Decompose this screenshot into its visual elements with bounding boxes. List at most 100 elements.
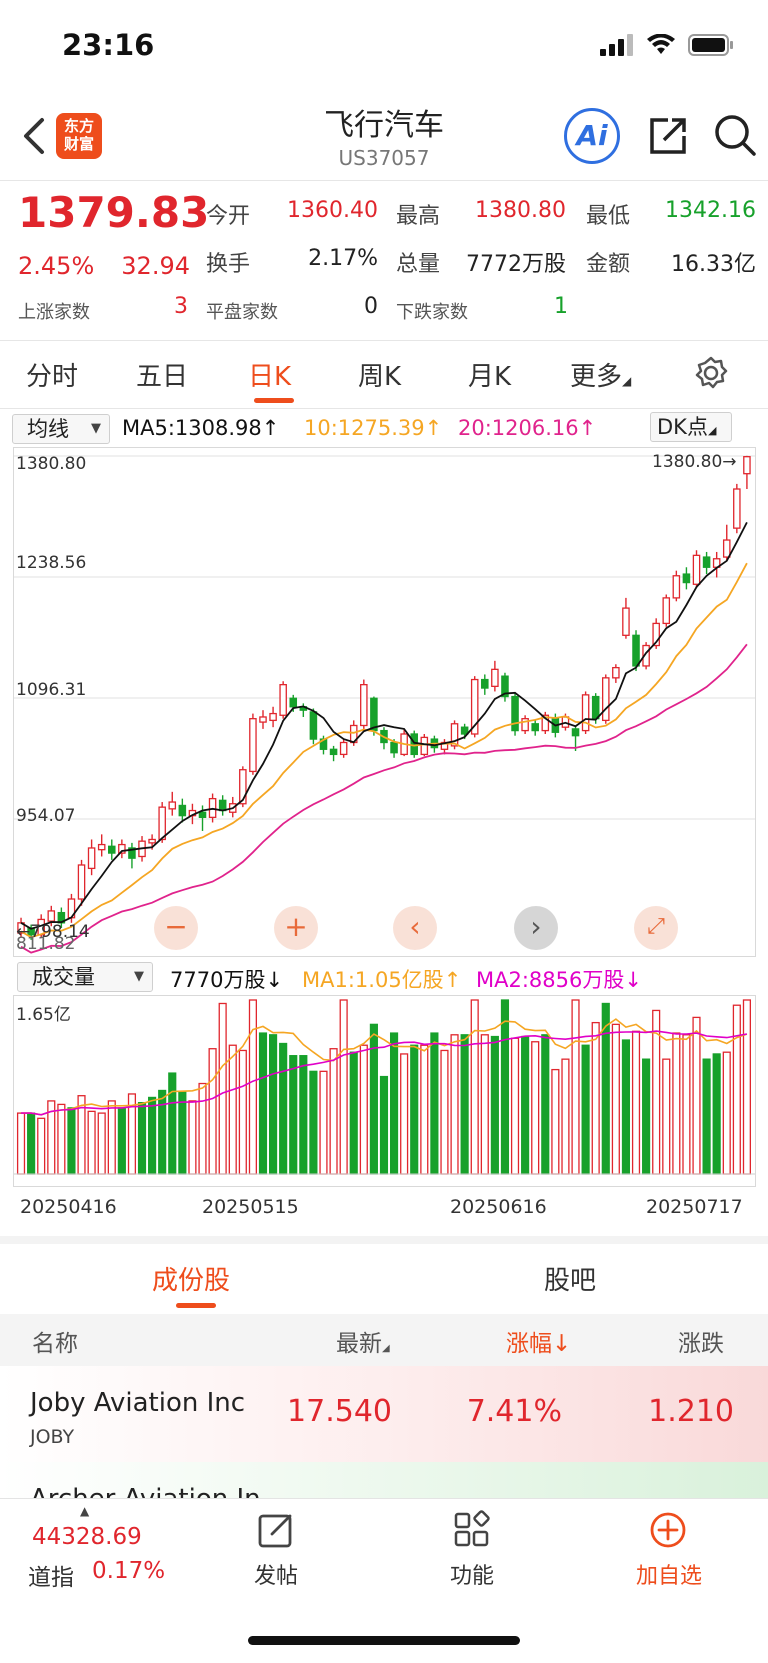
flat-count-label: 平盘家数 [206, 302, 278, 323]
post-edit-icon[interactable] [256, 1510, 296, 1550]
tab-weekly-k[interactable]: 周K [358, 362, 402, 392]
dk-point-button[interactable]: DK点◢ [650, 412, 732, 442]
row-chg: 1.210 [648, 1394, 734, 1429]
candle-body [370, 697, 378, 732]
scroll-right-button[interactable]: › [514, 906, 558, 950]
volume-bar [490, 1035, 499, 1175]
volume-bar [369, 1023, 378, 1175]
status-icons [600, 34, 734, 56]
volume-bar [692, 1016, 701, 1175]
search-icon[interactable] [712, 112, 758, 158]
add-watchlist-icon[interactable] [648, 1510, 688, 1550]
ai-button[interactable]: Ai [564, 108, 620, 164]
signal-icon [600, 34, 633, 56]
candle-body [279, 684, 287, 716]
tab-components[interactable]: 成份股 [152, 1266, 231, 1296]
candle-body [178, 804, 187, 817]
volume-bar [591, 1021, 600, 1175]
volume-bar [359, 1044, 368, 1175]
sort-icon: ◢ [382, 1343, 390, 1354]
vol-ma2: MA2:8856万股↓ [476, 964, 642, 994]
candle-body [733, 488, 741, 529]
fullscreen-icon[interactable]: ⤢ [634, 906, 678, 950]
volume-value: 7770万股↓ [170, 964, 283, 994]
turnover-value: 2.17% [308, 246, 378, 271]
tab-more[interactable]: 更多◢ [570, 356, 631, 393]
candle-body [259, 716, 267, 723]
volume-bar [97, 1112, 106, 1175]
candle-body [612, 666, 620, 679]
back-button[interactable] [16, 114, 52, 158]
logo-text-1: 东方 [63, 117, 94, 135]
y-axis-label: 1380.80 [16, 454, 87, 474]
volume-indicator-select[interactable]: 成交量 ▼ [17, 962, 153, 992]
up-count-label: 上涨家数 [18, 302, 90, 323]
candle-body [602, 677, 610, 722]
tab-more-label: 更多 [570, 362, 623, 392]
volume-chart[interactable] [13, 995, 756, 1187]
candle-body [168, 801, 177, 810]
candle-body [47, 910, 56, 922]
tab-intraday[interactable]: 分时 [26, 362, 79, 392]
candle-body [118, 843, 126, 854]
tab-forum[interactable]: 股吧 [544, 1266, 597, 1296]
volume-bar [742, 999, 751, 1175]
kline-chart[interactable] [13, 447, 756, 957]
up-count: 3 [174, 294, 188, 319]
index-value[interactable]: 44328.69 [32, 1524, 142, 1550]
col-name[interactable]: 名称 [32, 1331, 78, 1357]
col-pct[interactable]: 涨幅↓ [506, 1324, 571, 1358]
volume-bar [420, 1044, 429, 1175]
corner-arrow-icon: ◢ [707, 424, 717, 437]
settings-gear-icon[interactable] [694, 356, 728, 390]
volume-bar [541, 1034, 550, 1175]
volume-bar [168, 1072, 177, 1175]
volume-bar [158, 1089, 167, 1175]
zoom-in-button[interactable]: + [274, 906, 318, 950]
expand-up-icon[interactable]: ▲ [80, 1504, 90, 1518]
logo-text-2: 财富 [63, 135, 94, 153]
down-arrow-icon: ↓ [624, 968, 642, 992]
open-label: 今开 [206, 204, 251, 229]
up-arrow-icon: ↑ [424, 416, 443, 440]
ma5-value: MA5:1308.98↑ [122, 416, 279, 440]
volume-bar [440, 1049, 449, 1175]
index-pct[interactable]: 0.17% [92, 1558, 166, 1584]
ma5-text: MA5:1308.98 [122, 416, 262, 440]
volume-bar [258, 1032, 268, 1175]
candle-body [249, 718, 257, 773]
tab-five-day[interactable]: 五日 [136, 362, 189, 392]
volume-bar [329, 1048, 338, 1175]
tab-monthly-k[interactable]: 月K [468, 362, 512, 392]
home-indicator [248, 1636, 520, 1645]
zoom-out-button[interactable]: − [154, 906, 198, 950]
volume-ma-line [21, 1030, 748, 1116]
share-icon[interactable] [646, 114, 690, 158]
date-label: 20250717 [646, 1196, 743, 1218]
turnover-label: 换手 [206, 252, 251, 277]
volume-value: 7772万股 [466, 252, 566, 277]
post-label[interactable]: 发帖 [253, 1564, 298, 1589]
low-label: 最低 [586, 204, 631, 229]
functions-label[interactable]: 功能 [449, 1564, 494, 1589]
vol-ma1-text: MA1:1.05亿股 [302, 968, 444, 992]
volume-bar [561, 1058, 570, 1175]
date-label: 20250515 [202, 1196, 299, 1218]
volume-bar [672, 1032, 681, 1175]
add-watchlist-label[interactable]: 加自选 [635, 1564, 702, 1589]
volume-svg [14, 999, 755, 1175]
col-last[interactable]: 最新◢ [336, 1324, 390, 1358]
col-chg[interactable]: 涨跌 [678, 1331, 724, 1357]
table-row[interactable] [0, 1366, 768, 1462]
down-arrow-icon: ↓ [265, 968, 284, 992]
functions-grid-icon[interactable] [452, 1510, 492, 1550]
scroll-left-button[interactable]: ‹ [393, 906, 437, 950]
index-name[interactable]: 道指 [28, 1565, 74, 1591]
candle-body [97, 843, 106, 851]
indicator-select[interactable]: 均线 ▼ [12, 414, 110, 444]
candle-body [450, 723, 459, 747]
volume-bar [107, 1100, 116, 1175]
table-row[interactable] [0, 1462, 768, 1502]
section-gap [0, 1236, 768, 1244]
tab-daily-k[interactable]: 日K [248, 362, 292, 392]
